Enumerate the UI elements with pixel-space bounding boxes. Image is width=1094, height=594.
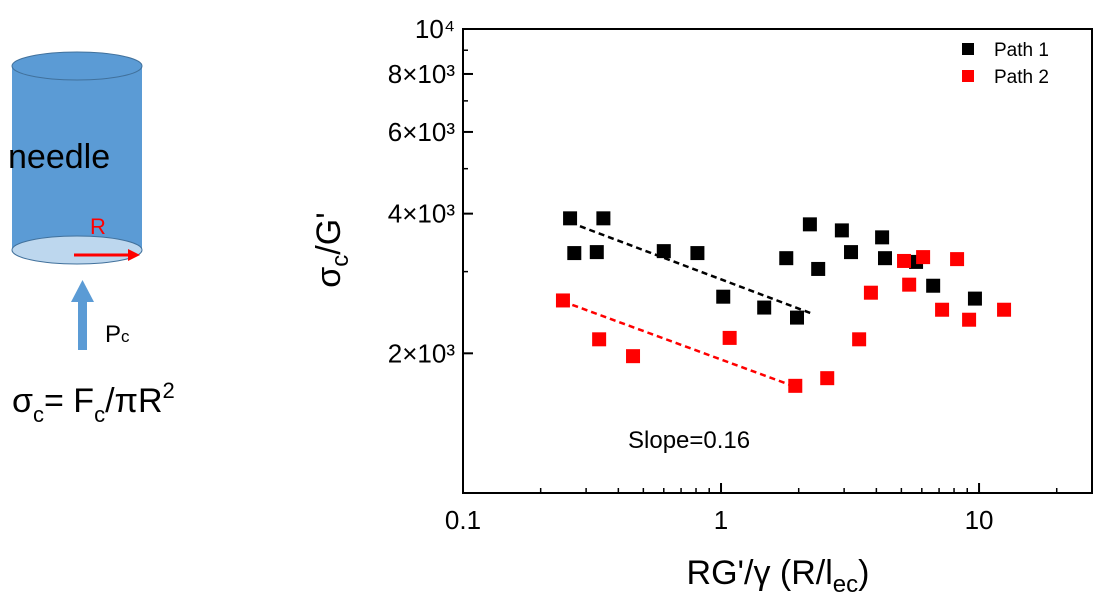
y-label-rest: /G': [310, 212, 348, 254]
equation-part: = F: [44, 382, 94, 420]
data-point: [589, 245, 604, 260]
y-tick-label: 10⁴: [415, 14, 455, 44]
x-tick-label: 10: [965, 505, 994, 535]
cylinder-top: [11, 51, 143, 81]
data-point: [722, 330, 737, 345]
data-point: [596, 211, 611, 226]
equation-part: 2: [163, 378, 175, 403]
data-point: [902, 277, 917, 292]
data-point: [802, 217, 817, 232]
data-point: [555, 293, 570, 308]
cylinder-body: [12, 66, 142, 250]
force-label-sub: c: [121, 327, 130, 346]
y-label-main: σ: [310, 267, 348, 288]
legend-marker: [962, 43, 974, 55]
x-axis-label: RG'/γ (R/lec): [687, 554, 870, 594]
radius-label: R: [90, 214, 106, 239]
data-point: [863, 285, 878, 300]
equation-part: σ: [12, 382, 33, 420]
data-point: [852, 332, 867, 347]
data-point: [779, 251, 794, 266]
force-arrow: [78, 300, 87, 350]
plot-frame: [462, 28, 1093, 494]
force-label: Pc: [105, 321, 130, 348]
x-label-main: RG'/γ (R/l: [687, 554, 833, 592]
data-point: [716, 289, 731, 304]
data-point: [567, 246, 582, 261]
annotation: Slope=0.16: [628, 427, 750, 454]
y-tick-label: 2×10³: [388, 338, 456, 368]
y-tick-label: 6×10³: [388, 117, 456, 147]
x-label-rest: ): [858, 554, 869, 592]
needle-diagram: needle R Pc σc= Fc/πR2: [8, 51, 175, 427]
data-point: [757, 300, 772, 315]
data-point: [997, 302, 1012, 317]
data-point: [563, 211, 578, 226]
equation: σc= Fc/πR2: [12, 378, 175, 427]
data-point: [811, 261, 826, 276]
cylinder-bottom: [11, 235, 143, 265]
data-point: [626, 349, 641, 364]
x-label-sub: ec: [833, 571, 858, 594]
equation-part: c: [94, 402, 105, 427]
data-point: [875, 230, 890, 245]
cylinder-label: needle: [8, 138, 110, 176]
y-tick-label: 4×10³: [388, 199, 456, 229]
y-axis-label: σc/G': [310, 212, 354, 287]
data-point: [897, 253, 912, 268]
data-point: [935, 302, 950, 317]
y-tick-label: 8×10³: [388, 59, 456, 89]
x-tick-label: 1: [714, 505, 728, 535]
data-point: [834, 223, 849, 238]
data-point: [926, 278, 941, 293]
legend-label: Path 1: [994, 40, 1049, 61]
fit-line: [579, 225, 813, 315]
radius-arrowhead: [128, 249, 140, 261]
data-point: [788, 378, 803, 393]
x-tick-label: 0.1: [445, 505, 481, 535]
data-point: [967, 291, 982, 306]
data-point: [962, 312, 977, 327]
equation-part: c: [33, 402, 44, 427]
data-point: [790, 310, 805, 325]
data-point: [950, 252, 965, 267]
equation-part: /πR: [105, 382, 162, 420]
force-label-main: P: [105, 321, 121, 348]
data-point: [844, 245, 859, 260]
data-point: [592, 332, 607, 347]
y-label-sub: c: [327, 255, 354, 267]
legend-marker: [962, 70, 974, 82]
fit-line: [562, 300, 796, 388]
data-point: [690, 246, 705, 261]
data-point: [656, 244, 671, 259]
data-point: [916, 250, 931, 265]
data-point: [877, 251, 892, 266]
force-arrowhead: [71, 280, 94, 302]
legend-label: Path 2: [994, 67, 1049, 88]
data-point: [820, 371, 835, 386]
